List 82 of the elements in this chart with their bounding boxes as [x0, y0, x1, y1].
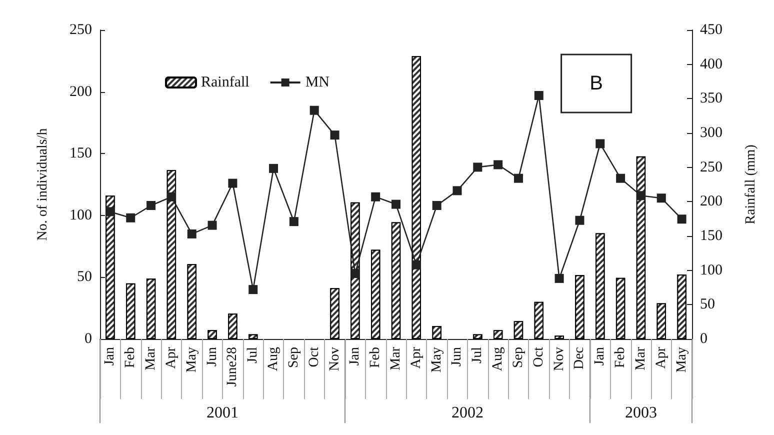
x-tick-label: Nov [552, 347, 567, 372]
point [575, 216, 584, 225]
x-tick-label: Feb [368, 347, 384, 368]
point [452, 186, 462, 196]
x-tick-label: Jun [204, 347, 220, 366]
y2-tick-label: 400 [700, 56, 722, 72]
point [371, 192, 380, 202]
text: 2001 [206, 404, 238, 422]
y-tick-label: 200 [70, 84, 92, 100]
point [596, 139, 605, 148]
point [432, 201, 442, 210]
y2-tick-label: 200 [700, 194, 722, 210]
point [350, 268, 360, 278]
y-tick-label: 100 [70, 207, 92, 224]
y2-tick-label: 100 [700, 262, 722, 278]
y2-tick-label: 350 [700, 90, 722, 107]
y-tick-label: 50 [77, 269, 92, 286]
x-tick-label: Oct [306, 346, 322, 368]
y-tick-label: 0 [84, 331, 92, 347]
text: 2002 [451, 404, 484, 422]
y-tick-label: 250 [70, 22, 92, 38]
point [208, 220, 217, 230]
point [392, 200, 400, 209]
y2-tick-label: 250 [700, 159, 722, 176]
x-tick-label: Jul [246, 346, 261, 364]
point [146, 201, 156, 210]
point [616, 174, 626, 183]
x-tick-label: Jan [348, 347, 363, 366]
point [289, 217, 298, 226]
x-tick-label: Jul [470, 346, 486, 364]
x-tick-label: Feb [613, 347, 628, 368]
x-tick-label: May [674, 347, 690, 373]
x-tick-label: Mar [633, 346, 648, 370]
y-tick-label: 150 [70, 146, 92, 162]
x-tick-label: Jan [592, 347, 608, 366]
point [310, 106, 319, 115]
point [228, 178, 238, 188]
x-tick-label: Feb [123, 347, 138, 368]
y-axis-title: No. of individuals/h [36, 128, 50, 241]
text: 2003 [624, 404, 657, 422]
legend-label: MN [305, 74, 330, 90]
point [106, 207, 115, 216]
point [412, 260, 421, 270]
x-tick-label: Apr [164, 346, 179, 369]
x-tick-label: Aug [266, 347, 282, 372]
point [677, 214, 686, 224]
x-tick-label: Mar [388, 346, 404, 370]
y2-axis-title: Rainfall (mm) [744, 144, 758, 224]
x-tick-label: May [429, 347, 444, 373]
x-tick-label: Jun [450, 347, 465, 366]
point [656, 194, 666, 203]
y2-tick-label: 450 [700, 22, 722, 38]
x-tick-label: Jan [102, 347, 118, 366]
point [514, 174, 523, 183]
point [636, 191, 646, 200]
point [473, 162, 482, 172]
point [269, 164, 278, 173]
y2-tick-label: 0 [700, 331, 708, 347]
y2-tick-label: 150 [700, 228, 722, 244]
point [534, 91, 544, 100]
x-tick-label: Sep [510, 347, 526, 368]
x-tick-label: Mar [144, 346, 159, 370]
y2-tick-label: 50 [700, 296, 715, 313]
x-tick-label: Dec [572, 347, 588, 370]
x-tick-label: Aug [490, 347, 506, 372]
x-tick-label: June28 [225, 347, 240, 387]
legend-label: Rainfall [201, 74, 250, 90]
point [248, 285, 258, 294]
point [494, 160, 503, 170]
point [166, 192, 176, 202]
x-tick-label: Oct [531, 346, 546, 368]
x-tick-label: Nov [327, 347, 342, 372]
point [554, 274, 564, 283]
point [330, 130, 340, 140]
x-tick-label: Apr [654, 346, 669, 369]
point [126, 213, 136, 222]
y2-tick-label: 300 [700, 125, 722, 141]
x-tick-label: Apr [408, 346, 424, 369]
x-tick-label: Sep [286, 347, 302, 368]
x-tick-label: May [184, 347, 200, 373]
point [187, 229, 196, 238]
annotation: B [590, 72, 603, 94]
